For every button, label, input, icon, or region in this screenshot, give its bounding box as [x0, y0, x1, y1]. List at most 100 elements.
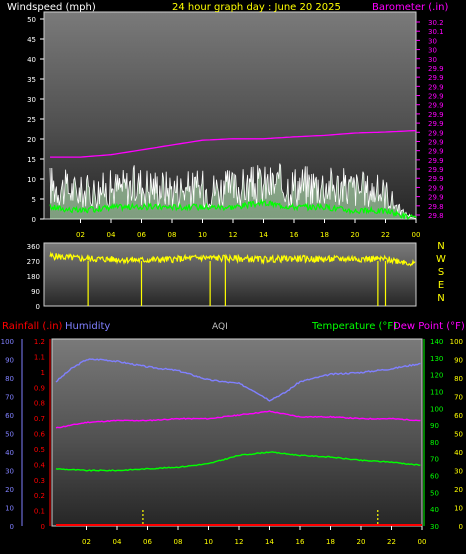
- wind-tick-label: 15: [27, 156, 36, 164]
- compass-label: N: [437, 293, 444, 304]
- dewpoint-axis-title: Dew Point (°F): [393, 321, 465, 332]
- temperature-tick-label: 130: [430, 355, 443, 363]
- rainfall-tick-label: 0.4: [34, 461, 46, 469]
- hour-tick-label: 22: [381, 231, 390, 239]
- humidity-tick-label: 100: [1, 338, 14, 346]
- direction-panel-bg: [43, 242, 417, 307]
- temperature-tick-label: 90: [430, 422, 439, 430]
- dewpoint-tick-label: 0: [459, 523, 463, 531]
- compass-label: W: [436, 254, 446, 265]
- hour-tick-label: 02: [76, 231, 85, 239]
- chart-title: 24 hour graph day : June 20 2025: [172, 2, 341, 13]
- barometer-tick-label: 29.8: [428, 212, 444, 220]
- hour-tick-label: 08: [174, 538, 183, 546]
- temperature-tick-label: 60: [430, 473, 439, 481]
- wind-tick-label: 50: [27, 16, 36, 24]
- barometer-tick-label: 29.9: [428, 175, 444, 183]
- wind-tick-label: 0: [32, 216, 36, 224]
- wind-average-line: [49, 198, 417, 221]
- wind-tick-label: 45: [27, 36, 36, 44]
- rainfall-tick-label: 1: [41, 369, 45, 377]
- temperature-tick-label: 80: [430, 439, 439, 447]
- rainfall-tick-label: 0.3: [34, 477, 45, 485]
- dewpoint-tick-label: 60: [454, 412, 463, 420]
- barometer-axis-title: Barometer (.in): [372, 2, 448, 13]
- temperature-tick-label: 70: [430, 456, 439, 464]
- temperature-tick-label: 140: [430, 338, 443, 346]
- hour-tick-label: 18: [326, 538, 335, 546]
- dewpoint-tick-label: 70: [454, 394, 463, 402]
- humidity-axis-title: Humidity: [65, 321, 110, 332]
- hour-tick-label: 20: [357, 538, 366, 546]
- hour-tick-label: 08: [168, 231, 177, 239]
- temperature-tick-label: 40: [430, 506, 439, 514]
- barometer-tick-label: 30: [428, 56, 437, 64]
- direction-tick-label: 360: [27, 243, 40, 251]
- wind-direction-line: [49, 251, 416, 267]
- windspeed-line: [49, 163, 417, 220]
- dewpoint-tick-label: 50: [454, 431, 463, 439]
- compass-label: S: [438, 267, 444, 278]
- wind-tick-label: 5: [32, 196, 36, 204]
- rainfall-tick-label: 0.1: [34, 508, 45, 516]
- hour-tick-label: 22: [387, 538, 396, 546]
- compass-label: N: [437, 241, 444, 252]
- barometer-tick-label: 30.2: [428, 19, 444, 27]
- hour-tick-label: 00: [412, 231, 421, 239]
- direction-tick-label: 90: [31, 288, 40, 296]
- dewpoint-tick-label: 30: [454, 468, 463, 476]
- temperature-axis-title: Temperature (°F): [311, 321, 397, 332]
- temp-panel-bg: [51, 338, 423, 527]
- windspeed-axis-title: Windspeed (mph): [7, 2, 96, 13]
- barometer-tick-label: 29.9: [428, 83, 444, 91]
- barometer-tick-label: 29.8: [428, 203, 444, 211]
- rainfall-axis-title: Rainfall (.in): [2, 321, 63, 332]
- humidity-tick-label: 90: [5, 357, 14, 365]
- wind-tick-label: 10: [27, 176, 36, 184]
- humidity-tick-label: 40: [5, 449, 14, 457]
- barometer-tick-label: 30: [428, 47, 437, 55]
- humidity-tick-label: 50: [5, 431, 14, 439]
- hour-tick-label: 16: [290, 231, 299, 239]
- temperature-line: [55, 451, 421, 472]
- hour-tick-label: 12: [229, 231, 238, 239]
- rainfall-tick-label: 0.5: [34, 446, 45, 454]
- humidity-line: [55, 358, 421, 402]
- barometer-tick-label: 29.9: [428, 166, 444, 174]
- temperature-tick-label: 110: [430, 388, 443, 396]
- barometer-tick-label: 29.9: [428, 120, 444, 128]
- hour-tick-label: 18: [320, 231, 329, 239]
- hour-tick-label: 04: [107, 231, 116, 239]
- dewpoint-tick-label: 80: [454, 375, 463, 383]
- barometer-line: [50, 129, 417, 158]
- barometer-tick-label: 29.9: [428, 93, 444, 101]
- hour-tick-label: 14: [259, 231, 268, 239]
- rainfall-tick-label: 1.2: [34, 338, 45, 346]
- barometer-tick-label: 29.9: [428, 184, 444, 192]
- barometer-tick-label: 29.9: [428, 148, 444, 156]
- compass-label: E: [438, 280, 444, 291]
- barometer-tick-label: 29.9: [428, 194, 444, 202]
- humidity-tick-label: 30: [5, 468, 14, 476]
- wind-tick-label: 30: [27, 96, 36, 104]
- barometer-tick-label: 30: [428, 37, 437, 45]
- dewpoint-tick-label: 90: [454, 357, 463, 365]
- wind-tick-label: 35: [27, 76, 36, 84]
- hour-tick-label: 10: [198, 231, 207, 239]
- wind-tick-label: 20: [27, 136, 36, 144]
- hour-tick-label: 06: [137, 231, 146, 239]
- humidity-tick-label: 0: [10, 523, 14, 531]
- temperature-tick-label: 120: [430, 372, 443, 380]
- rainfall-tick-label: 0: [41, 523, 45, 531]
- dewpoint-tick-label: 20: [454, 486, 463, 494]
- hour-tick-label: 02: [82, 538, 91, 546]
- humidity-tick-label: 80: [5, 375, 14, 383]
- hour-tick-label: 14: [265, 538, 274, 546]
- hour-tick-label: 16: [296, 538, 305, 546]
- dewpoint-line: [55, 410, 421, 429]
- dewpoint-tick-label: 40: [454, 449, 463, 457]
- dewpoint-tick-label: 10: [454, 505, 463, 513]
- hour-tick-label: 10: [204, 538, 213, 546]
- direction-tick-label: 0: [36, 303, 40, 311]
